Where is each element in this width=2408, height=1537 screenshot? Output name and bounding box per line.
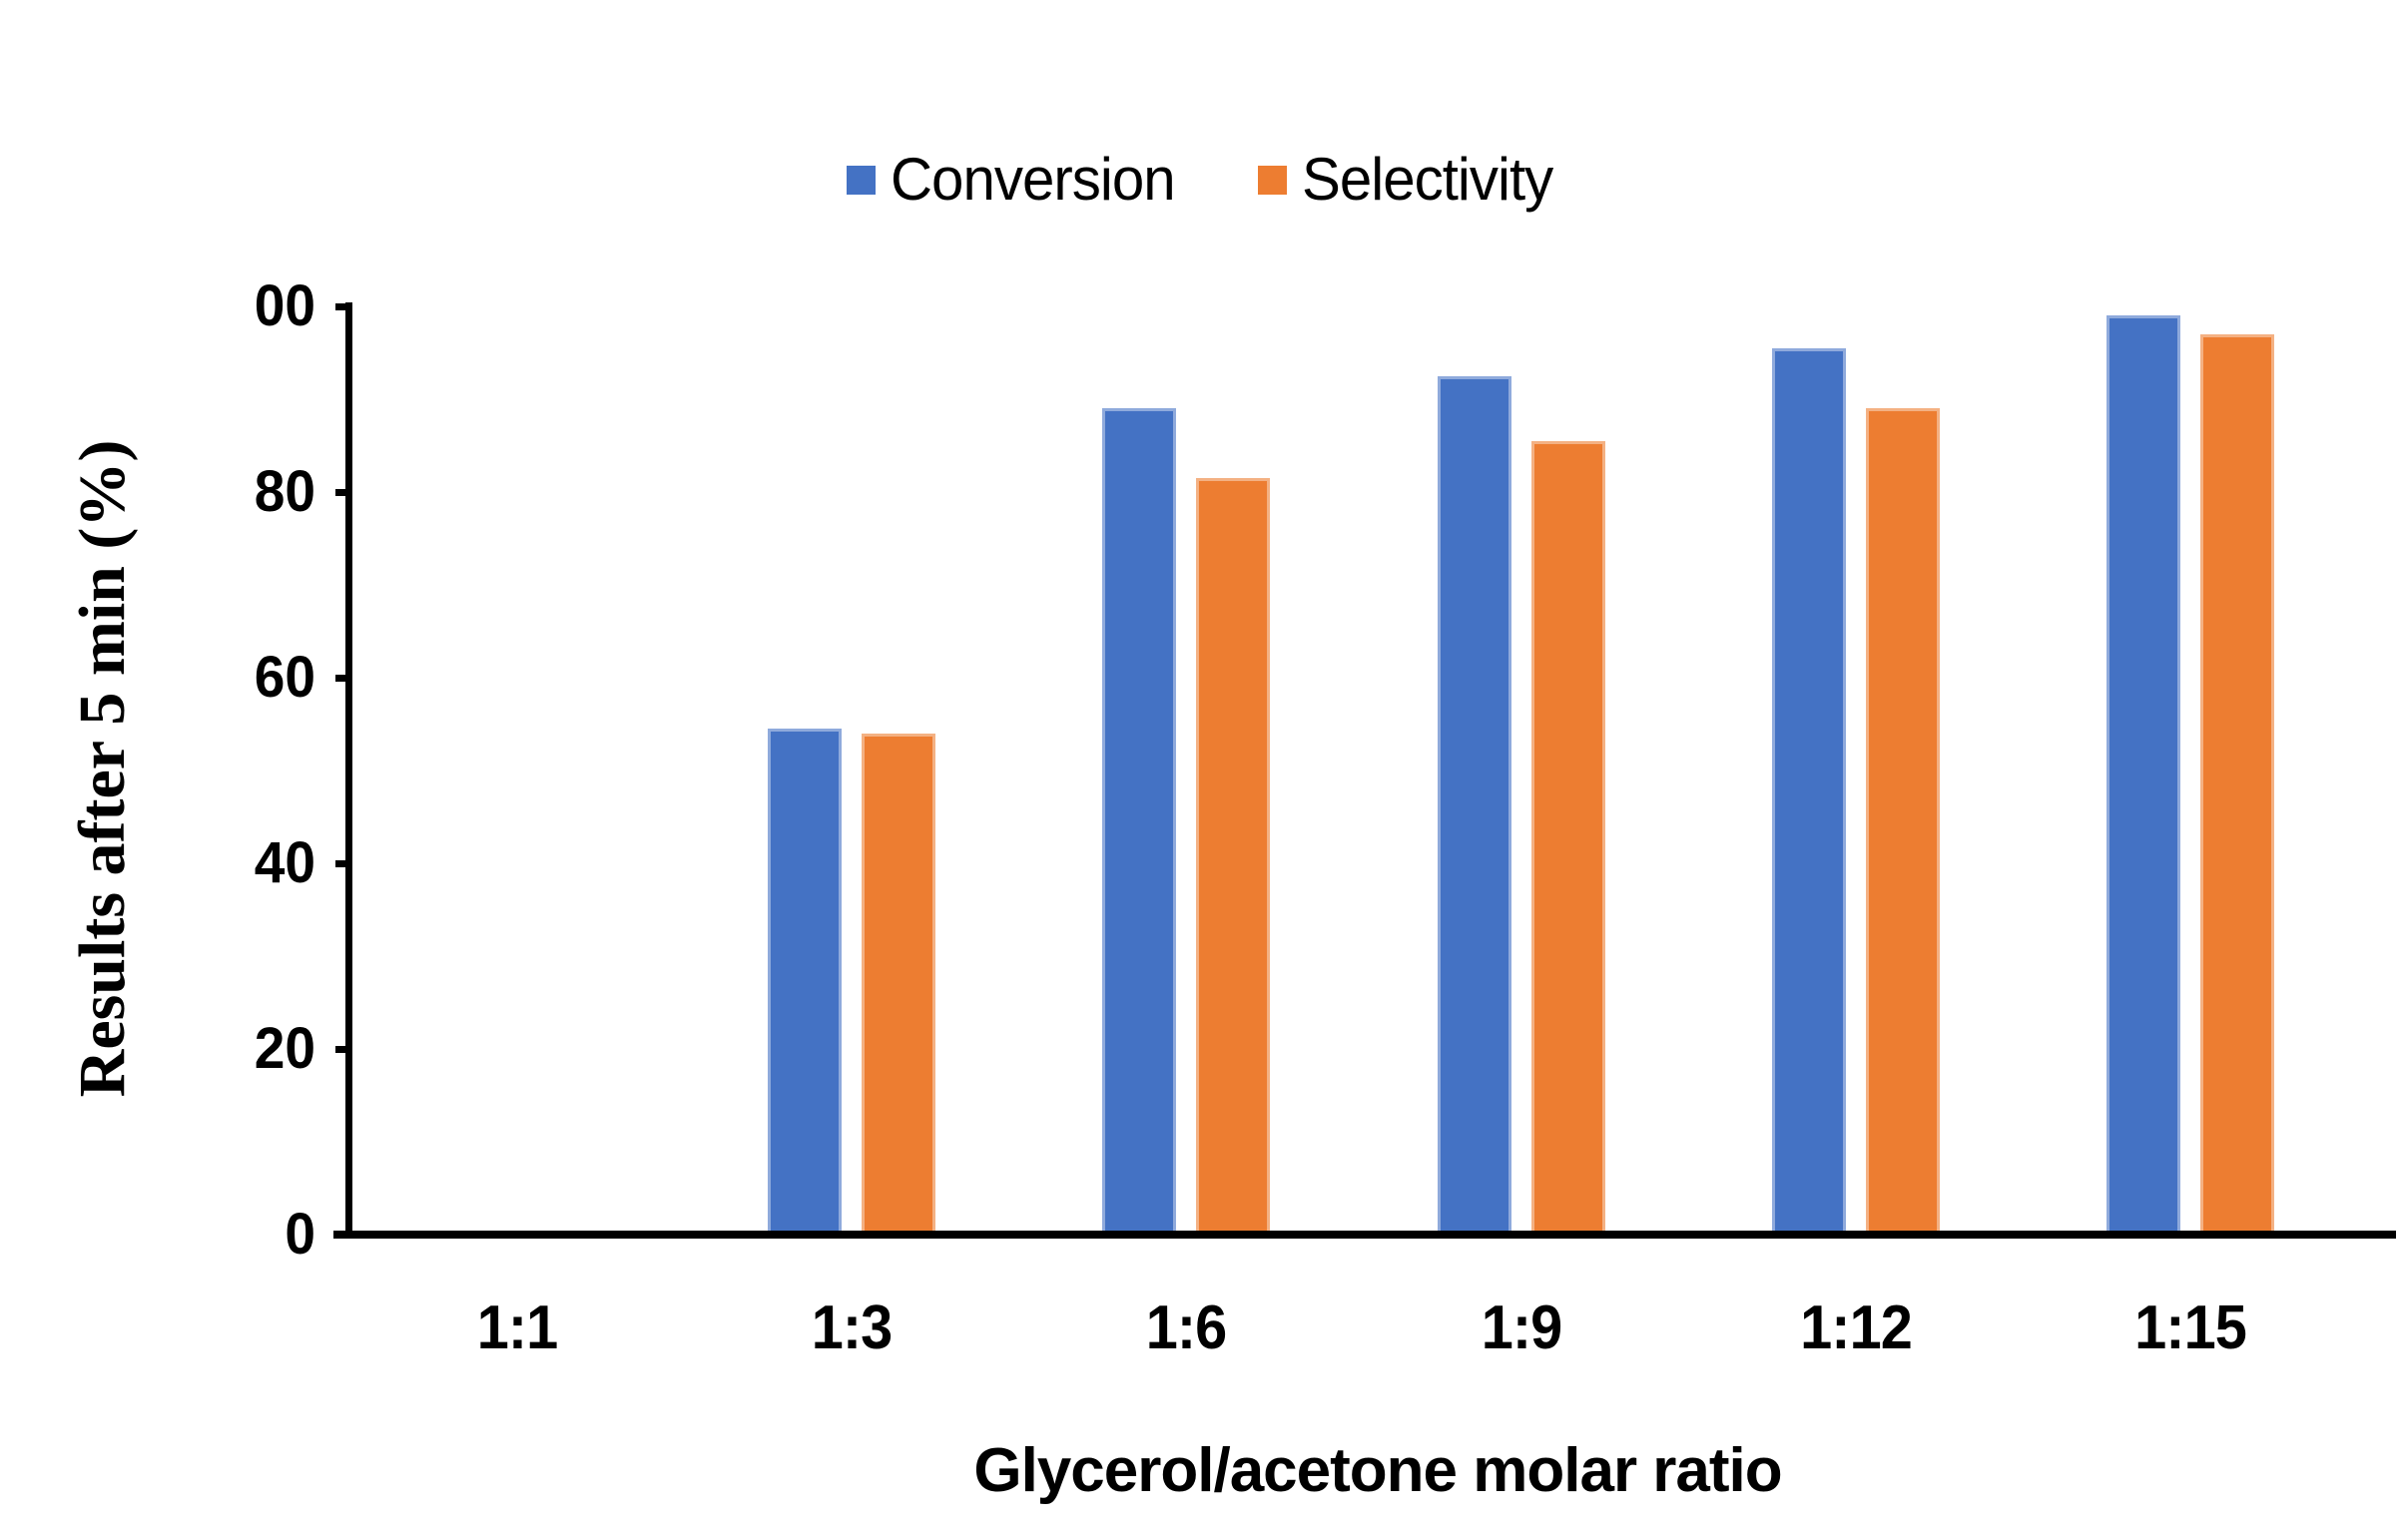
y-tick-label: 00: [254, 273, 315, 338]
y-tick-mark: [335, 1045, 352, 1053]
bar-selectivity-1:12: [1866, 408, 1940, 1235]
y-tick-label: 0: [285, 1202, 315, 1267]
bar-conversion-1:9: [1437, 375, 1511, 1235]
chart-legend: Conversion Selectivity: [847, 150, 1560, 210]
bar-conversion-1:3: [768, 729, 842, 1235]
conversion-swatch-icon: [847, 165, 876, 195]
legend-item-selectivity: Selectivity: [1257, 146, 1560, 213]
y-tick-mark: [335, 1231, 352, 1239]
y-tick-label: 20: [254, 1016, 315, 1081]
x-tick-label: 1:15: [2134, 1293, 2247, 1362]
bar-selectivity-1:3: [862, 733, 935, 1235]
x-tick-label: 1:9: [1481, 1293, 1561, 1362]
x-axis-title: Glycerol/acetone molar ratio: [973, 1436, 1782, 1505]
y-tick-mark: [335, 488, 352, 496]
bar-selectivity-1:15: [2200, 333, 2275, 1235]
bar-conversion-1:12: [1772, 347, 1846, 1235]
bar-conversion-1:15: [2107, 315, 2181, 1235]
x-tick-label: 1:12: [1800, 1293, 1913, 1362]
legend-label-conversion: Conversion: [891, 146, 1176, 213]
legend-label-selectivity: Selectivity: [1301, 146, 1553, 213]
y-axis-title: Results after 5 min (%): [66, 439, 139, 1098]
y-tick-mark: [335, 302, 352, 310]
y-tick-label: 60: [254, 645, 315, 710]
bar-conversion-1:6: [1102, 408, 1177, 1235]
bar-selectivity-1:6: [1196, 478, 1271, 1235]
y-axis-line: [345, 302, 352, 1239]
y-tick-label: 40: [254, 830, 315, 895]
x-tick-label: 1:3: [811, 1293, 893, 1362]
bar-selectivity-1:9: [1530, 440, 1605, 1235]
y-tick-mark: [335, 859, 352, 867]
x-tick-label: 1:6: [1146, 1293, 1227, 1362]
y-tick-label: 80: [254, 459, 315, 524]
x-tick-label: 1:1: [476, 1293, 557, 1362]
y-tick-mark: [335, 674, 352, 682]
legend-item-conversion: Conversion: [847, 150, 1184, 210]
selectivity-swatch-icon: [1257, 165, 1287, 195]
x-axis-line: [333, 1231, 2396, 1239]
